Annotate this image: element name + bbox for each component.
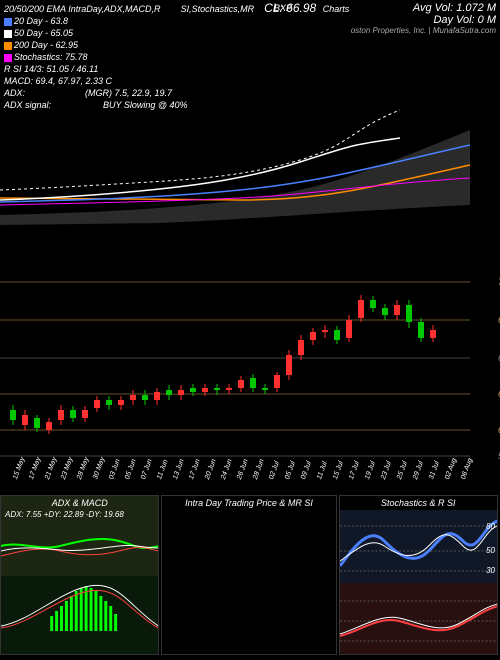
ticker: BXP — [274, 2, 292, 14]
info-line1a: 20/50/200 EMA IntraDay,ADX,MACD,R — [4, 4, 161, 14]
ema50-text: 50 Day - 65.05 — [14, 28, 73, 38]
p1-sub: ADX: 7.55 +DY: 22.89 -DY: 19.68 — [5, 510, 124, 519]
volume-info: Avg Vol: 1.072 M Day Vol: 0 M oston Prop… — [351, 2, 496, 35]
adx-macd-panel: ADX & MACD ADX: 7.55 +DY: 22.89 -DY: 19.… — [0, 495, 159, 655]
info-line1b: SI,Stochastics,MR — [181, 4, 255, 14]
ema20-text: 20 Day - 63.8 — [14, 16, 68, 26]
info-line1c: Charts — [323, 4, 350, 14]
candlestick-chart — [0, 260, 470, 460]
stoch-rsi-panel: Stochastics & R SI 80 50 30 — [339, 495, 498, 655]
ema20-swatch — [4, 18, 12, 26]
indicator-panels: ADX & MACD ADX: 7.55 +DY: 22.89 -DY: 19.… — [0, 495, 500, 655]
p3-title: Stochastics & R SI — [340, 498, 497, 508]
p1-title: ADX & MACD — [1, 498, 158, 508]
stoch-80: 80 — [486, 522, 495, 531]
stoch-50: 50 — [486, 546, 495, 555]
ema200-swatch — [4, 42, 12, 50]
mr-swatch — [4, 54, 12, 62]
intraday-panel: Intra Day Trading Price & MR SI — [161, 495, 336, 655]
ema200-text: 200 Day - 62.95 — [14, 40, 78, 50]
avg-vol: Avg Vol: 1.072 M — [351, 2, 496, 14]
macd-text: MACD: 69.4, 67.97, 2.33 C — [4, 75, 496, 87]
ema50-swatch — [4, 30, 12, 38]
date-axis: 15 May17 May21 May23 May28 May30 May03 J… — [0, 462, 470, 492]
stoch-text: Stochastics: 75.78 — [14, 52, 88, 62]
ema-chart — [0, 90, 500, 250]
watermark: oston Properties, Inc. | MunafaSutra.com — [351, 26, 496, 35]
stoch-30: 30 — [486, 566, 495, 575]
rsi-text: R SI 14/3: 51.05 / 46.11 — [4, 63, 496, 75]
day-vol: Day Vol: 0 M — [351, 14, 496, 26]
p2-title: Intra Day Trading Price & MR SI — [162, 498, 335, 508]
